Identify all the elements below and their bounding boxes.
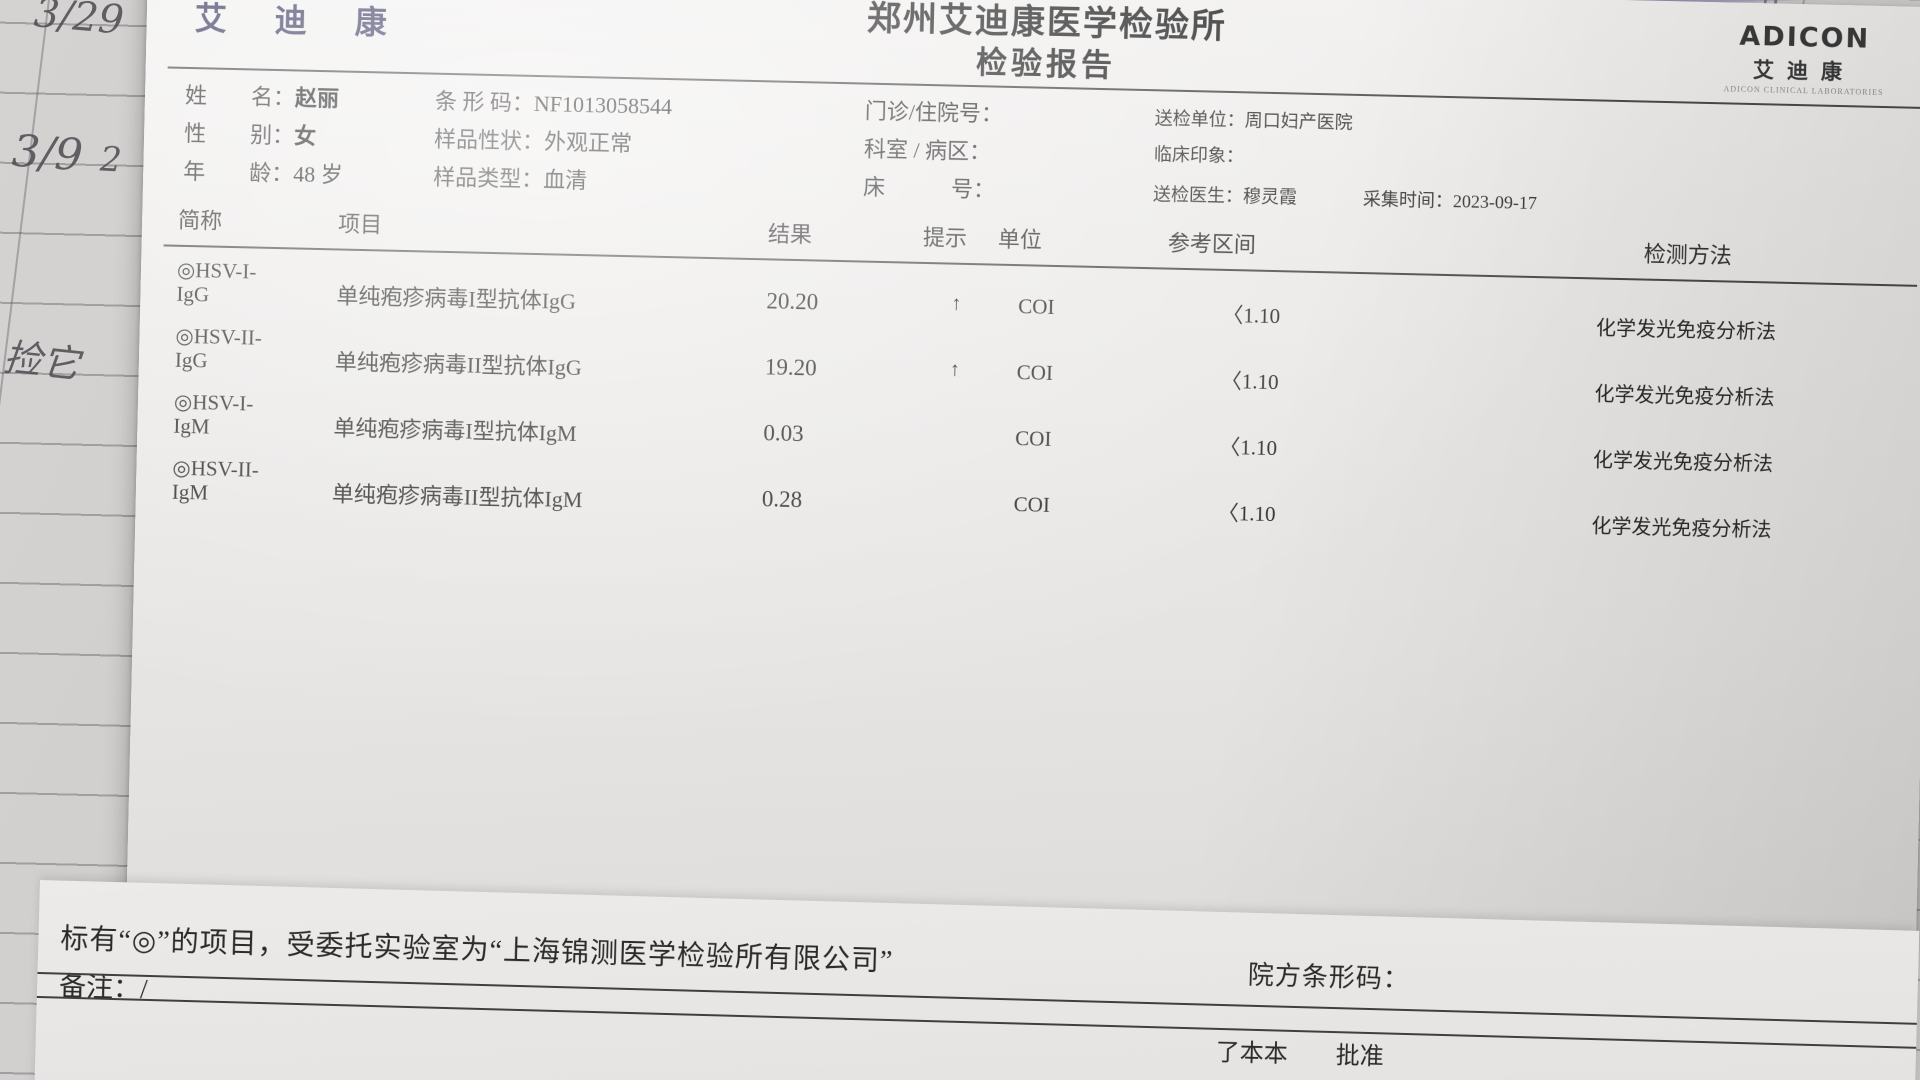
- sample-type-value: 血清: [542, 167, 588, 194]
- clinical-impression-label: 临床印象：: [1153, 144, 1245, 167]
- cell-flag-high: ↑: [949, 358, 961, 381]
- handwriting-note: 2: [98, 139, 123, 181]
- cell-unit: COI: [1018, 294, 1055, 319]
- cell-unit: COI: [1016, 360, 1054, 385]
- cell-item: 单纯疱疹病毒I型抗体IgG: [336, 283, 577, 314]
- age-label: 年 龄：: [182, 158, 294, 187]
- outpatient-label: 门诊/住院号：: [864, 98, 1004, 127]
- cell-reference: 〈1.10: [1217, 500, 1276, 527]
- cell-result: 0.28: [761, 486, 803, 513]
- cell-unit: COI: [1014, 426, 1052, 451]
- cell-flag-high: [932, 490, 972, 491]
- logo-char: 迪: [274, 0, 310, 40]
- gender-label: 性 别：: [183, 120, 295, 149]
- cell-method: 化学发光免疫分析法: [1592, 449, 1774, 476]
- bed-label: 床 号：: [862, 174, 996, 203]
- cell-item: 单纯疱疹病毒II型抗体IgG: [334, 349, 583, 381]
- cell-flag-high: ↑: [951, 292, 962, 315]
- cell-unit: COI: [1013, 492, 1051, 517]
- abbr-line2: IgM: [173, 413, 210, 439]
- clinical-impression-group: 临床印象：: [1154, 140, 1245, 168]
- column-header-flag: 提示: [922, 224, 968, 251]
- collect-time-label: 采集时间：: [1362, 189, 1454, 212]
- cell-flag-high: [934, 424, 974, 425]
- barcode-value: NF1013058544: [533, 90, 673, 120]
- delegated-lab-note: 标有“◎”的项目，受委托实验室为“上海锦测医学检验所有限公司”: [59, 923, 894, 978]
- collect-time-value: 2023-09-17: [1452, 191, 1538, 214]
- cell-item: 单纯疱疹病毒II型抗体IgM: [331, 481, 583, 513]
- adicon-logo-cn: 艾迪康: [1752, 58, 1856, 85]
- handwriting-note: 捡它: [1, 335, 82, 387]
- abbr-line2: IgG: [174, 347, 208, 372]
- cell-abbr: ◎HSV-II- IgG: [174, 323, 361, 376]
- cell-method: 化学发光免疫分析法: [1594, 383, 1775, 410]
- abbr-line1: ◎HSV-I-: [173, 389, 254, 416]
- handwriting-note: 3/29: [32, 0, 126, 44]
- cell-item: 单纯疱疹病毒I型抗体IgM: [333, 415, 577, 446]
- abbr-line1: ◎HSV-II-: [175, 323, 263, 350]
- sample-type-label: 样品类型：: [432, 164, 544, 193]
- cell-method: 化学发光免疫分析法: [1595, 317, 1777, 344]
- handwriting-note: 3/9: [10, 125, 85, 182]
- cell-reference: 〈1.10: [1222, 302, 1281, 329]
- footer-divider-2: [36, 995, 1917, 1049]
- department-label: 科室 / 病区：: [863, 136, 992, 165]
- sample-appearance-value: 外观正常: [543, 129, 633, 157]
- column-header-unit: 单位: [997, 226, 1043, 253]
- footer-divider: [37, 971, 1917, 1025]
- collect-time-group: 采集时间：2023-09-17: [1363, 185, 1538, 215]
- cell-reference: 〈1.10: [1220, 368, 1279, 395]
- adicon-logo-en: ADICON: [1739, 20, 1871, 55]
- gender-value: 女: [293, 123, 317, 149]
- logo-char: 艾: [194, 0, 230, 38]
- cell-abbr: ◎HSV-I- IgM: [173, 389, 359, 442]
- column-header-reference: 参考区间: [1167, 230, 1257, 258]
- adicon-logo: ADICON 艾迪康 ADICON CLINICAL LABORATORIES: [1723, 20, 1885, 97]
- cell-abbr: ◎HSV-II- IgM: [171, 455, 358, 508]
- cell-method: 化学发光免疫分析法: [1591, 515, 1772, 542]
- abbr-line1: ◎HSV-II-: [172, 455, 260, 482]
- cell-reference: 〈1.10: [1219, 434, 1278, 461]
- sender-doctor-group: 送检医生：穆灵霞: [1153, 180, 1298, 209]
- column-header-result: 结果: [767, 221, 813, 248]
- cell-result: 0.03: [763, 420, 804, 447]
- lab-report-sheet: 艾 迪 康 郑州艾迪康医学检验所 检验报告 ADICON 艾迪康 ADICON …: [126, 0, 1920, 937]
- hospital-barcode-label: 院方条形码：: [1247, 960, 1411, 995]
- sender-unit-label: 送检单位：: [1154, 108, 1245, 131]
- sample-appearance-label: 样品性状：: [433, 126, 545, 155]
- name-label: 姓 名：: [184, 82, 296, 111]
- adicon-wordmark-left: 艾 迪 康: [194, 0, 389, 44]
- abbr-line1: ◎HSV-I-: [176, 257, 257, 284]
- column-header-item: 项目: [337, 211, 383, 238]
- column-header-method: 检测方法: [1643, 241, 1733, 269]
- age-value: 48 岁: [292, 161, 344, 188]
- sender-doctor-value: 穆灵霞: [1242, 186, 1298, 208]
- sender-doctor-label: 送检医生：: [1152, 184, 1244, 207]
- abbr-line2: IgM: [171, 479, 209, 505]
- logo-char: 康: [354, 2, 390, 42]
- cell-result: 19.20: [764, 354, 817, 381]
- approval-signature-text: 了本本 批准: [1215, 1039, 1385, 1071]
- sender-unit-value: 周口妇产医院: [1244, 110, 1353, 133]
- name-value: 赵丽: [294, 85, 340, 112]
- barcode-label: 条 形 码：: [434, 88, 535, 116]
- sender-unit-group: 送检单位：周口妇产医院: [1154, 104, 1353, 135]
- cell-result: 20.20: [766, 288, 819, 315]
- column-header-abbr: 简称: [177, 207, 223, 234]
- cell-abbr: ◎HSV-I- IgG: [176, 257, 362, 310]
- abbr-line2: IgG: [176, 281, 210, 307]
- results-table-body: ◎HSV-I- IgG 单纯疱疹病毒I型抗体IgG 20.20 ↑ COI 〈1…: [171, 257, 1915, 563]
